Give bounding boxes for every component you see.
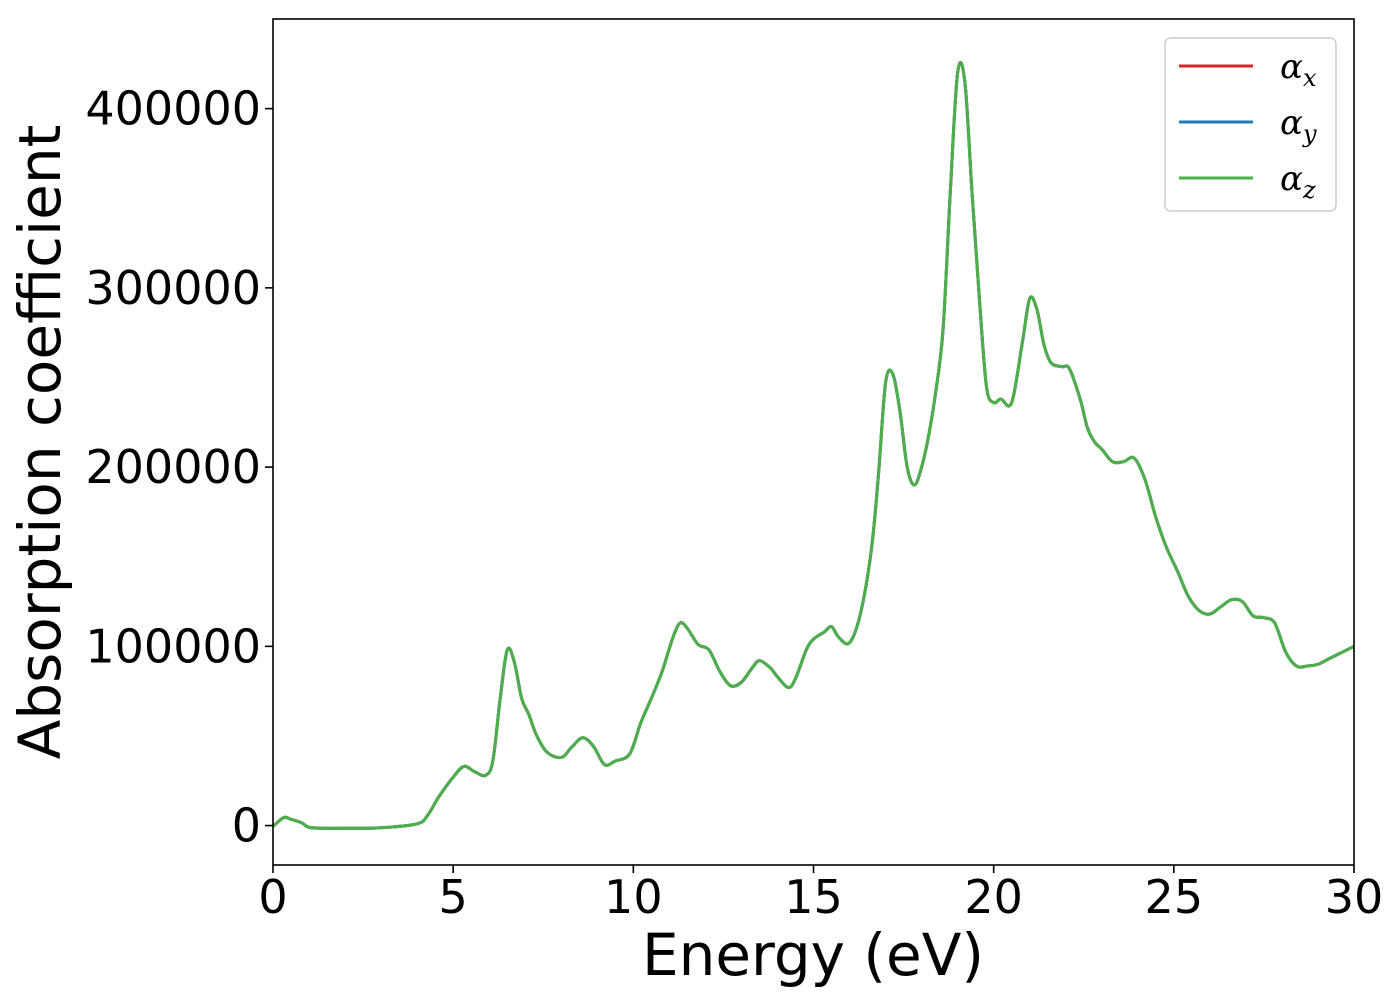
legend-box — [1164, 37, 1337, 212]
x-tick-label: 15 — [784, 870, 843, 924]
x-tick-label: 20 — [964, 870, 1023, 924]
x-axis-ticks: 0 5 10 15 20 25 30 — [258, 865, 1383, 924]
x-tick-label: 30 — [1325, 870, 1384, 924]
legend: αx αy αz — [1164, 37, 1337, 212]
y-tick-label: 300000 — [85, 261, 261, 315]
x-tick-label: 10 — [604, 870, 663, 924]
y-tick-label: 400000 — [85, 82, 261, 136]
y-tick-label: 0 — [232, 799, 261, 853]
x-tick-label: 5 — [439, 870, 468, 924]
x-tick-label: 0 — [258, 870, 287, 924]
x-tick-label: 25 — [1145, 870, 1204, 924]
legend-label-y: αy — [1280, 103, 1317, 148]
x-axis-label: Energy (eV) — [642, 921, 984, 989]
y-axis-ticks: 0 100000 200000 300000 400000 — [85, 82, 273, 853]
y-tick-label: 200000 — [85, 440, 261, 494]
legend-label-z: αz — [1280, 159, 1316, 204]
legend-label-x: αx — [1280, 47, 1317, 92]
series-layer — [273, 60, 1354, 830]
y-axis-label: Absorption coefficient — [6, 125, 74, 760]
series-line-z — [273, 60, 1354, 830]
y-tick-label: 100000 — [85, 619, 261, 673]
